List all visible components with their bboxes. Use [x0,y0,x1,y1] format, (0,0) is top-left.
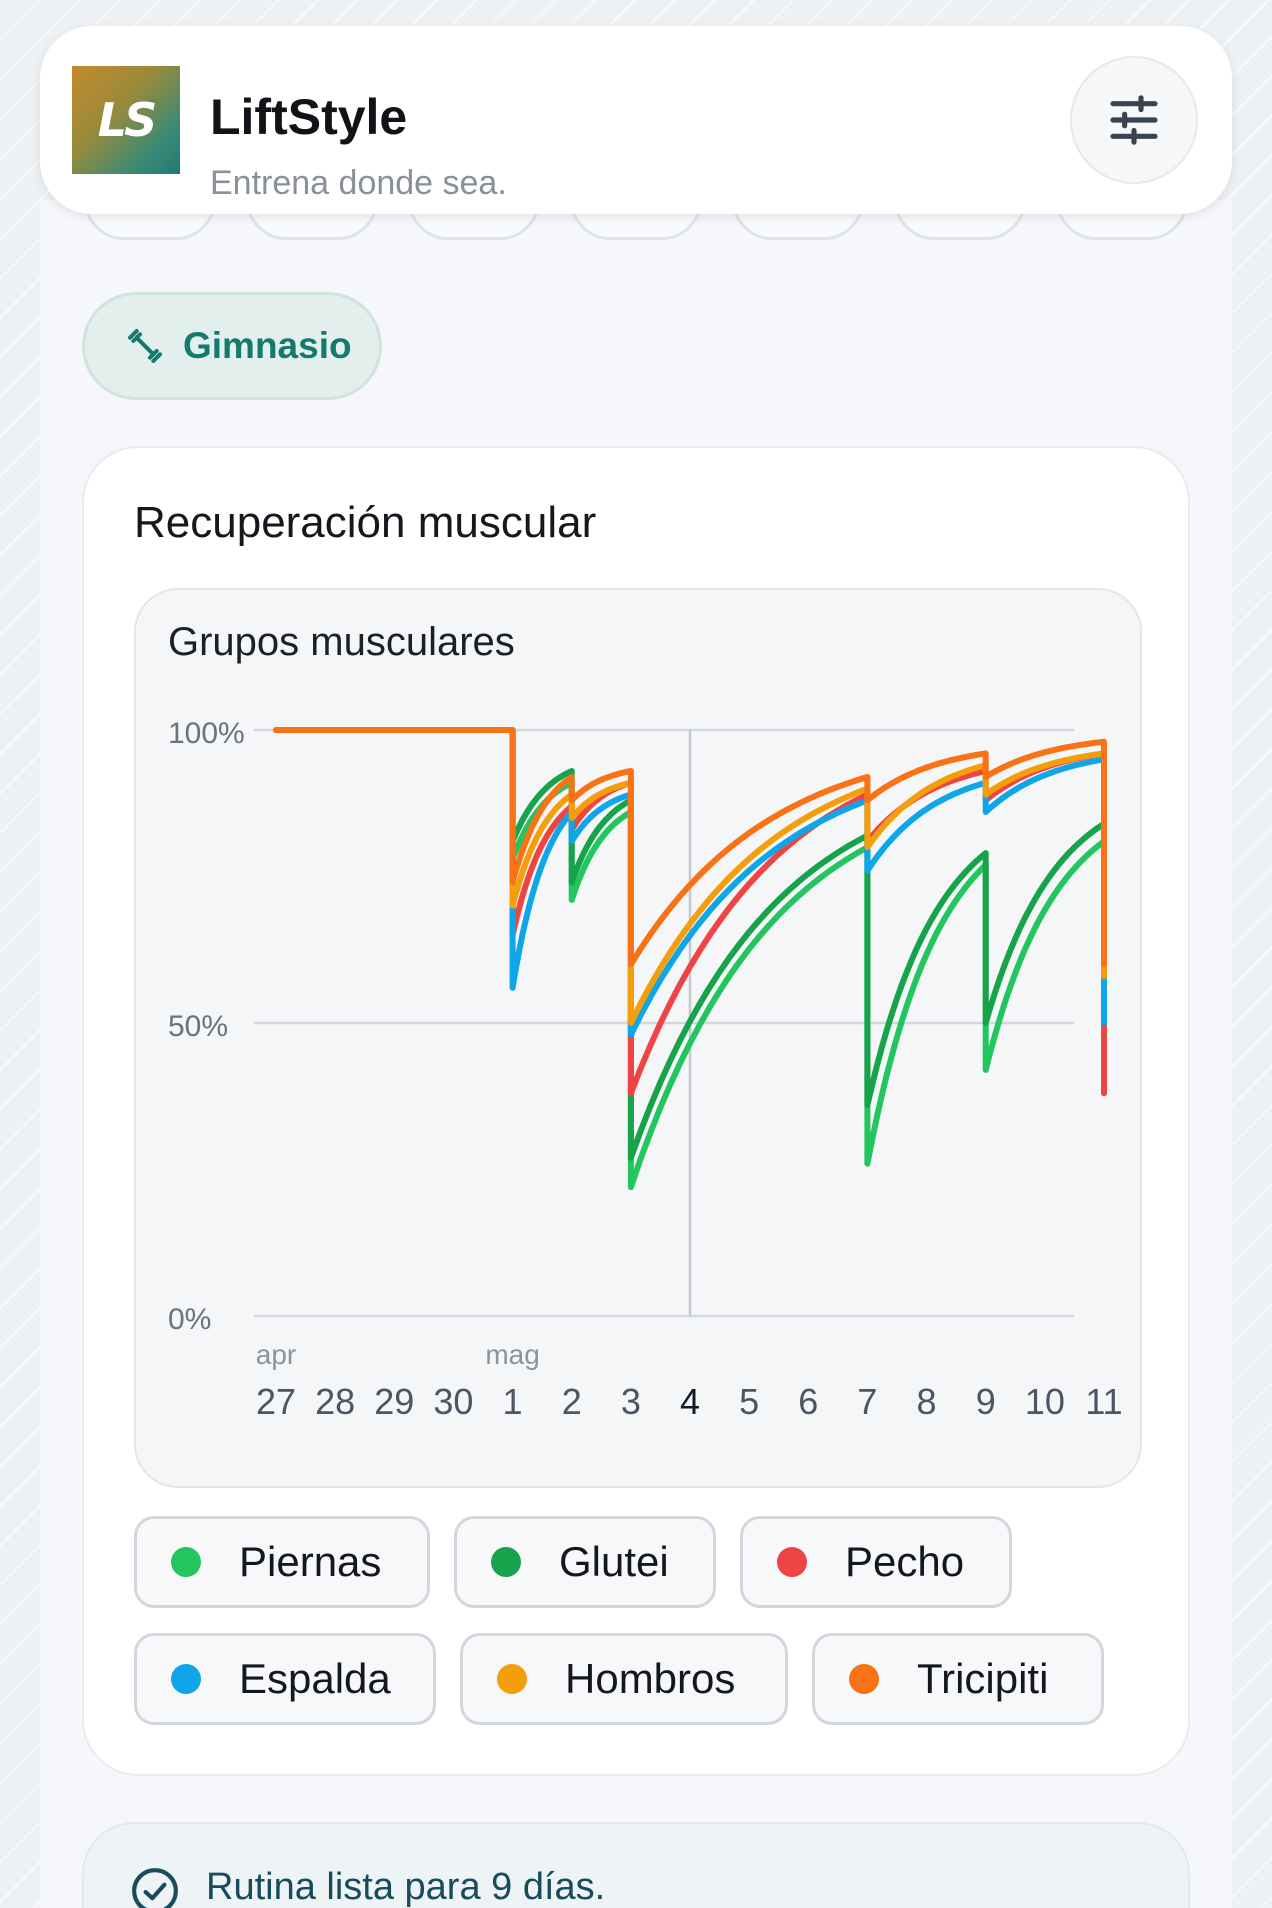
legend-label: Hombros [565,1655,736,1702]
legend-chip-pecho[interactable]: Pecho [740,1516,1012,1608]
x-tick-label: 6 [798,1381,818,1422]
x-month-label: mag [485,1339,539,1370]
legend-label: Pecho [845,1538,965,1585]
x-tick-label: 4 [680,1381,700,1422]
y-tick-label: 100% [168,717,245,750]
legend-dot [777,1547,807,1577]
y-tick-label: 0% [168,1303,211,1336]
legend-label: Glutei [559,1538,669,1585]
legend-label: Espalda [239,1655,391,1702]
x-tick-label: 5 [739,1381,759,1422]
recovery-chart-svg: 0% 50% 100% 27 28 29 30 1 2 3 4 5 6 7 8 9 10 11 apr mag [168,717,1123,1422]
chart-title: Grupos musculares [168,620,515,664]
routine-status-text: Rutina lista para 9 días. [206,1866,606,1908]
settings-button[interactable] [1070,56,1198,184]
legend-dot [497,1664,527,1694]
series-line-glutei [273,727,1107,1161]
series-line-hombros [273,727,1107,1026]
check-circle-icon [132,1868,178,1908]
logo-text: LS [97,93,157,147]
legend-chip-espalda[interactable]: Espalda [134,1633,436,1725]
legend-chip-tricipiti[interactable]: Tricipiti [812,1633,1104,1725]
series-line-espalda [273,727,1107,1038]
legend-dot [171,1664,201,1694]
x-month-label: apr [256,1339,296,1370]
x-tick-label: 10 [1025,1381,1065,1422]
x-tick-label: 28 [315,1381,355,1422]
series-line-tricipiti [273,727,1107,968]
app-logo: LS [72,66,180,174]
recovery-title: Recuperación muscular [134,498,597,547]
gym-filter-label: Gimnasio [183,325,352,366]
app-header: LS LiftStyle Entrena donde sea. [40,26,1232,214]
dumbbell-icon [128,329,162,363]
app-name: LiftStyle [210,89,408,145]
routine-status-card: Rutina lista para 9 días. [82,1822,1190,1908]
legend-dot [849,1664,879,1694]
series-line-pecho [273,727,1107,1097]
legend-label: Piernas [239,1538,382,1585]
x-tick-label: 8 [917,1381,937,1422]
x-tick-label: 7 [857,1381,877,1422]
x-tick-label: 11 [1085,1381,1122,1422]
y-tick-label: 50% [168,1010,228,1043]
legend-chip-piernas[interactable]: Piernas [134,1516,430,1608]
x-tick-label: 3 [621,1381,641,1422]
x-tick-label: 29 [374,1381,414,1422]
legend-label: Tricipiti [917,1655,1049,1702]
legend-dot [171,1547,201,1577]
sliders-icon [1110,95,1158,145]
x-tick-label: 2 [562,1381,582,1422]
recovery-chart: Grupos musculares 0% 50% 100% 27 28 29 30 1 2 3 4 5… [134,588,1142,1488]
muscle-recovery-card: Recuperación muscular Grupos musculares … [82,446,1190,1776]
legend-dot [491,1547,521,1577]
gym-filter-chip[interactable]: Gimnasio [82,292,382,400]
legend-chip-glutei[interactable]: Glutei [454,1516,716,1608]
x-tick-label: 27 [256,1381,296,1422]
x-tick-label: 9 [976,1381,996,1422]
app-tagline: Entrena donde sea. [210,164,507,202]
x-tick-label: 1 [503,1381,523,1422]
legend-chip-hombros[interactable]: Hombros [460,1633,788,1725]
x-tick-label: 30 [433,1381,473,1422]
